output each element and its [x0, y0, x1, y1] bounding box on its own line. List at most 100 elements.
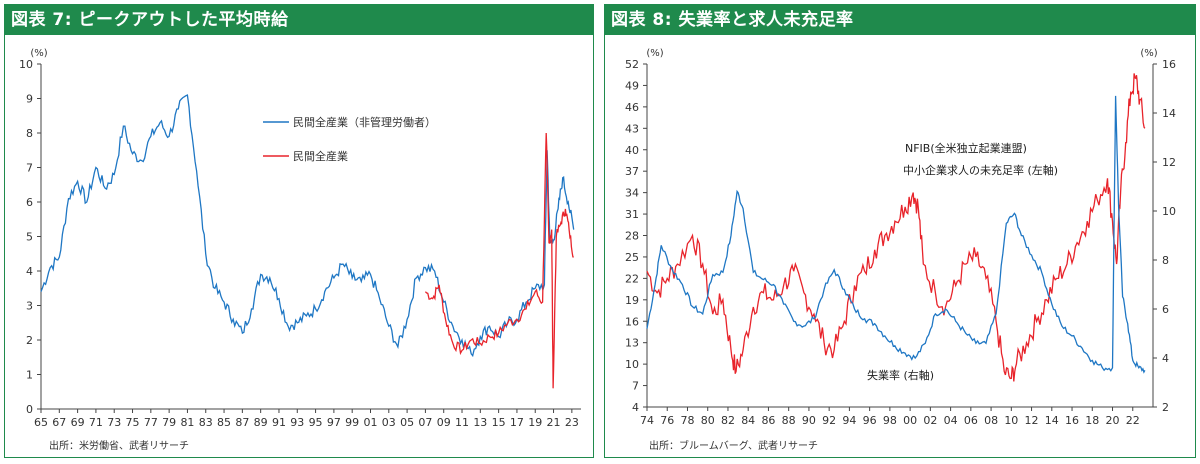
y-tick-label: 7 [26, 162, 33, 175]
y-tick-label-right: 8 [1162, 254, 1169, 267]
x-tick-label: 83 [199, 416, 213, 429]
y-tick-label-left: 34 [625, 187, 639, 200]
x-tick-label: 79 [162, 416, 176, 429]
y-tick-label-left: 46 [625, 101, 639, 114]
series-line-1 [424, 132, 574, 389]
x-tick-label: 00 [903, 414, 917, 427]
chart-panel-labor: 図表 8: 失業率と求人未充足率 (%) (%) 4 7 10 13 16 19 22 25 28 3… [604, 4, 1196, 458]
x-tick-label: 87 [235, 416, 249, 429]
x-tick-label: 05 [400, 416, 414, 429]
y-tick-label-left: 25 [625, 251, 639, 264]
x-tick-label: 77 [144, 416, 158, 429]
y-tick-label: 8 [26, 127, 33, 140]
y-tick-label-left: 19 [625, 294, 639, 307]
x-tick-label: 10 [1004, 414, 1018, 427]
x-tick-label: 13 [473, 416, 487, 429]
x-tick-label: 93 [290, 416, 304, 429]
y-tick-label-right: 6 [1162, 303, 1169, 316]
x-tick-label: 18 [1085, 414, 1099, 427]
y-tick-label-left: 28 [625, 230, 639, 243]
y-tick-label-left: 13 [625, 337, 639, 350]
x-tick-label: 80 [701, 414, 715, 427]
y-tick-label-left: 37 [625, 165, 639, 178]
chart-panel-wages: 図表 7: ピークアウトした平均時給 (%) 0 1 2 3 4 5 6 7 8 9 10 65 67 69… [4, 4, 594, 458]
x-tick-label: 76 [660, 414, 674, 427]
y-tick-label-right: 16 [1162, 58, 1176, 71]
x-tick-label: 16 [1065, 414, 1079, 427]
x-tick-label: 84 [741, 414, 755, 427]
x-tick-label: 74 [640, 414, 654, 427]
y-tick-label-left: 49 [625, 79, 639, 92]
x-tick-label: 07 [418, 416, 432, 429]
x-tick-label: 03 [382, 416, 396, 429]
x-tick-label: 67 [52, 416, 66, 429]
x-tick-label: 20 [1106, 414, 1120, 427]
x-tick-label: 08 [984, 414, 998, 427]
x-tick-label: 21 [547, 416, 561, 429]
x-tick-label: 06 [964, 414, 978, 427]
x-tick-label: 17 [510, 416, 524, 429]
x-tick-label: 95 [309, 416, 323, 429]
x-tick-label: 86 [761, 414, 775, 427]
y-tick-label-left: 4 [632, 401, 639, 414]
y-axis-unit: (%) [30, 48, 47, 59]
x-tick-label: 98 [883, 414, 897, 427]
y-tick-label: 3 [26, 300, 33, 313]
series-line-0 [40, 94, 575, 358]
x-tick-label: 82 [721, 414, 735, 427]
y-tick-label: 1 [26, 369, 33, 382]
x-tick-label: 75 [126, 416, 140, 429]
x-tick-label: 81 [180, 416, 194, 429]
x-tick-label: 96 [863, 414, 877, 427]
x-tick-label: 88 [782, 414, 796, 427]
x-tick-label: 99 [345, 416, 359, 429]
source-note: 出所：ブルームバーグ、武者リサーチ [649, 439, 818, 452]
x-tick-label: 01 [363, 416, 377, 429]
y-tick-label-left: 7 [632, 380, 639, 393]
annotation-unemployment: 失業率 (右軸) [867, 368, 934, 382]
x-tick-label: 89 [254, 416, 268, 429]
x-tick-label: 85 [217, 416, 231, 429]
panel-title: 図表 8: 失業率と求人未充足率 [605, 5, 1195, 35]
y-tick-label: 2 [26, 334, 33, 347]
x-tick-label: 22 [1126, 414, 1140, 427]
series-line-unemployment [646, 95, 1146, 374]
y-tick-label-right: 10 [1162, 205, 1176, 218]
unemployment-vacancy-chart: (%) (%)4710131619222528313437404346495224… [625, 48, 1176, 452]
y-tick-label-right: 4 [1162, 352, 1169, 365]
y-tick-label-left: 52 [625, 58, 639, 71]
y-tick-label: 6 [26, 196, 33, 209]
series-line-vacancy [646, 73, 1146, 382]
y-tick-label-right: 2 [1162, 401, 1169, 414]
x-tick-label: 02 [923, 414, 937, 427]
annotation-nfib-line2: 中小企業求人の未充足率 (左軸) [903, 163, 1058, 177]
x-tick-label: 73 [107, 416, 121, 429]
y-axis-unit-right: (%) [1140, 48, 1157, 59]
x-tick-label: 04 [944, 414, 958, 427]
y-tick-label-right: 12 [1162, 156, 1176, 169]
x-tick-label: 71 [89, 416, 103, 429]
x-tick-label: 09 [437, 416, 451, 429]
y-tick-label-left: 22 [625, 272, 639, 285]
y-tick-label: 5 [26, 231, 33, 244]
y-tick-label-left: 10 [625, 358, 639, 371]
y-tick-label: 4 [26, 265, 33, 278]
x-tick-label: 23 [565, 416, 579, 429]
x-tick-label: 12 [1025, 414, 1039, 427]
legend-label: 民間全産業（非管理労働者） [293, 115, 436, 129]
x-tick-label: 19 [528, 416, 542, 429]
x-tick-label: 91 [272, 416, 286, 429]
x-tick-label: 78 [680, 414, 694, 427]
y-axis-unit-left: (%) [646, 48, 663, 59]
y-tick-label: 10 [19, 58, 33, 71]
annotation-nfib-line1: NFIB(全米独立起業連盟) [905, 141, 1027, 155]
y-tick-label-left: 40 [625, 144, 639, 157]
y-tick-label-right: 14 [1162, 107, 1176, 120]
x-tick-label: 11 [455, 416, 469, 429]
x-tick-label: 97 [327, 416, 341, 429]
x-tick-label: 92 [822, 414, 836, 427]
panel-title: 図表 7: ピークアウトした平均時給 [5, 5, 593, 35]
y-tick-label-left: 43 [625, 122, 639, 135]
legend-label: 民間全産業 [293, 149, 348, 163]
